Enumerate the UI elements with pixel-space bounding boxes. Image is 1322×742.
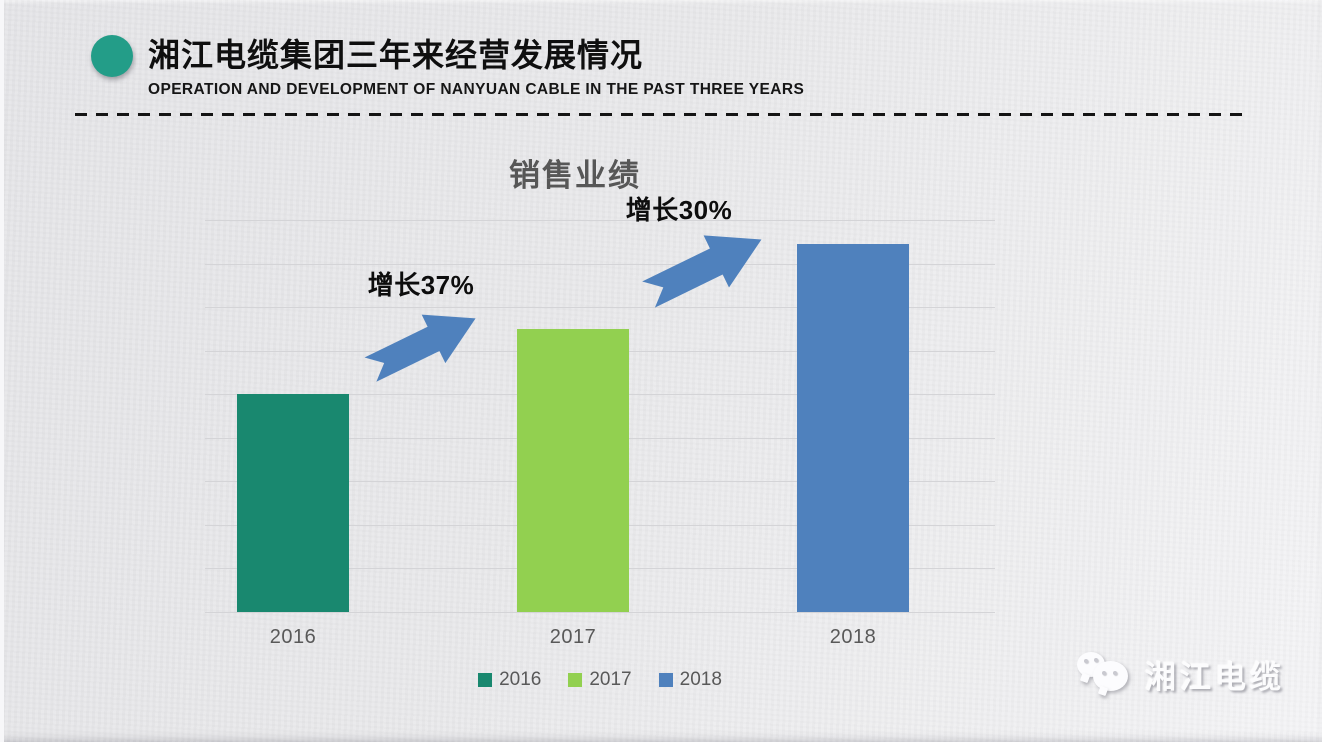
x-axis-label-2016: 2016 [269, 626, 317, 648]
legend-label-2017: 2017 [589, 669, 632, 690]
bar-2016 [237, 394, 349, 612]
chart-plot-area [205, 220, 995, 613]
x-axis-label-2018: 2018 [829, 626, 877, 648]
bar-2018 [797, 244, 909, 612]
left-edge-highlight [0, 0, 4, 742]
legend-item-2017: 2017 [568, 669, 632, 691]
gridline [205, 263, 995, 265]
legend-label-2016: 2016 [499, 669, 542, 690]
legend-swatch-2018 [658, 673, 673, 687]
wechat-icon [1075, 648, 1133, 700]
legend-item-2018: 2018 [658, 669, 722, 691]
up-right-arrow-icon [642, 235, 762, 308]
watermark: 湘江电缆 [1075, 648, 1285, 700]
gridline [205, 612, 995, 613]
watermark-brand-label: 湘江电缆 [1145, 659, 1285, 695]
x-axis-label-2017: 2017 [549, 626, 597, 648]
legend-swatch-2017 [568, 673, 583, 687]
gridline [205, 307, 995, 309]
bar-2017 [517, 328, 629, 612]
chart-title: 销售业绩 [509, 158, 641, 193]
legend-item-2016: 2016 [478, 669, 541, 691]
growth-annotation-2016-2017: 增长37% [367, 270, 475, 300]
up-right-arrow-icon [364, 314, 476, 382]
slide-title: 湘江电缆集团三年来经营发展情况 [148, 37, 644, 73]
gridline [205, 220, 995, 221]
growth-annotation-2017-2018: 增长30% [625, 195, 733, 225]
slide-subtitle: OPERATION AND DEVELOPMENT OF NANYUAN CAB… [148, 81, 805, 98]
legend-label-2018: 2018 [679, 669, 722, 690]
header-bullet-circle-icon [91, 35, 133, 77]
divider-dashed-line [75, 113, 1245, 116]
legend-swatch-2016 [478, 673, 493, 687]
chart-legend: 2016 2017 2018 [205, 669, 995, 691]
